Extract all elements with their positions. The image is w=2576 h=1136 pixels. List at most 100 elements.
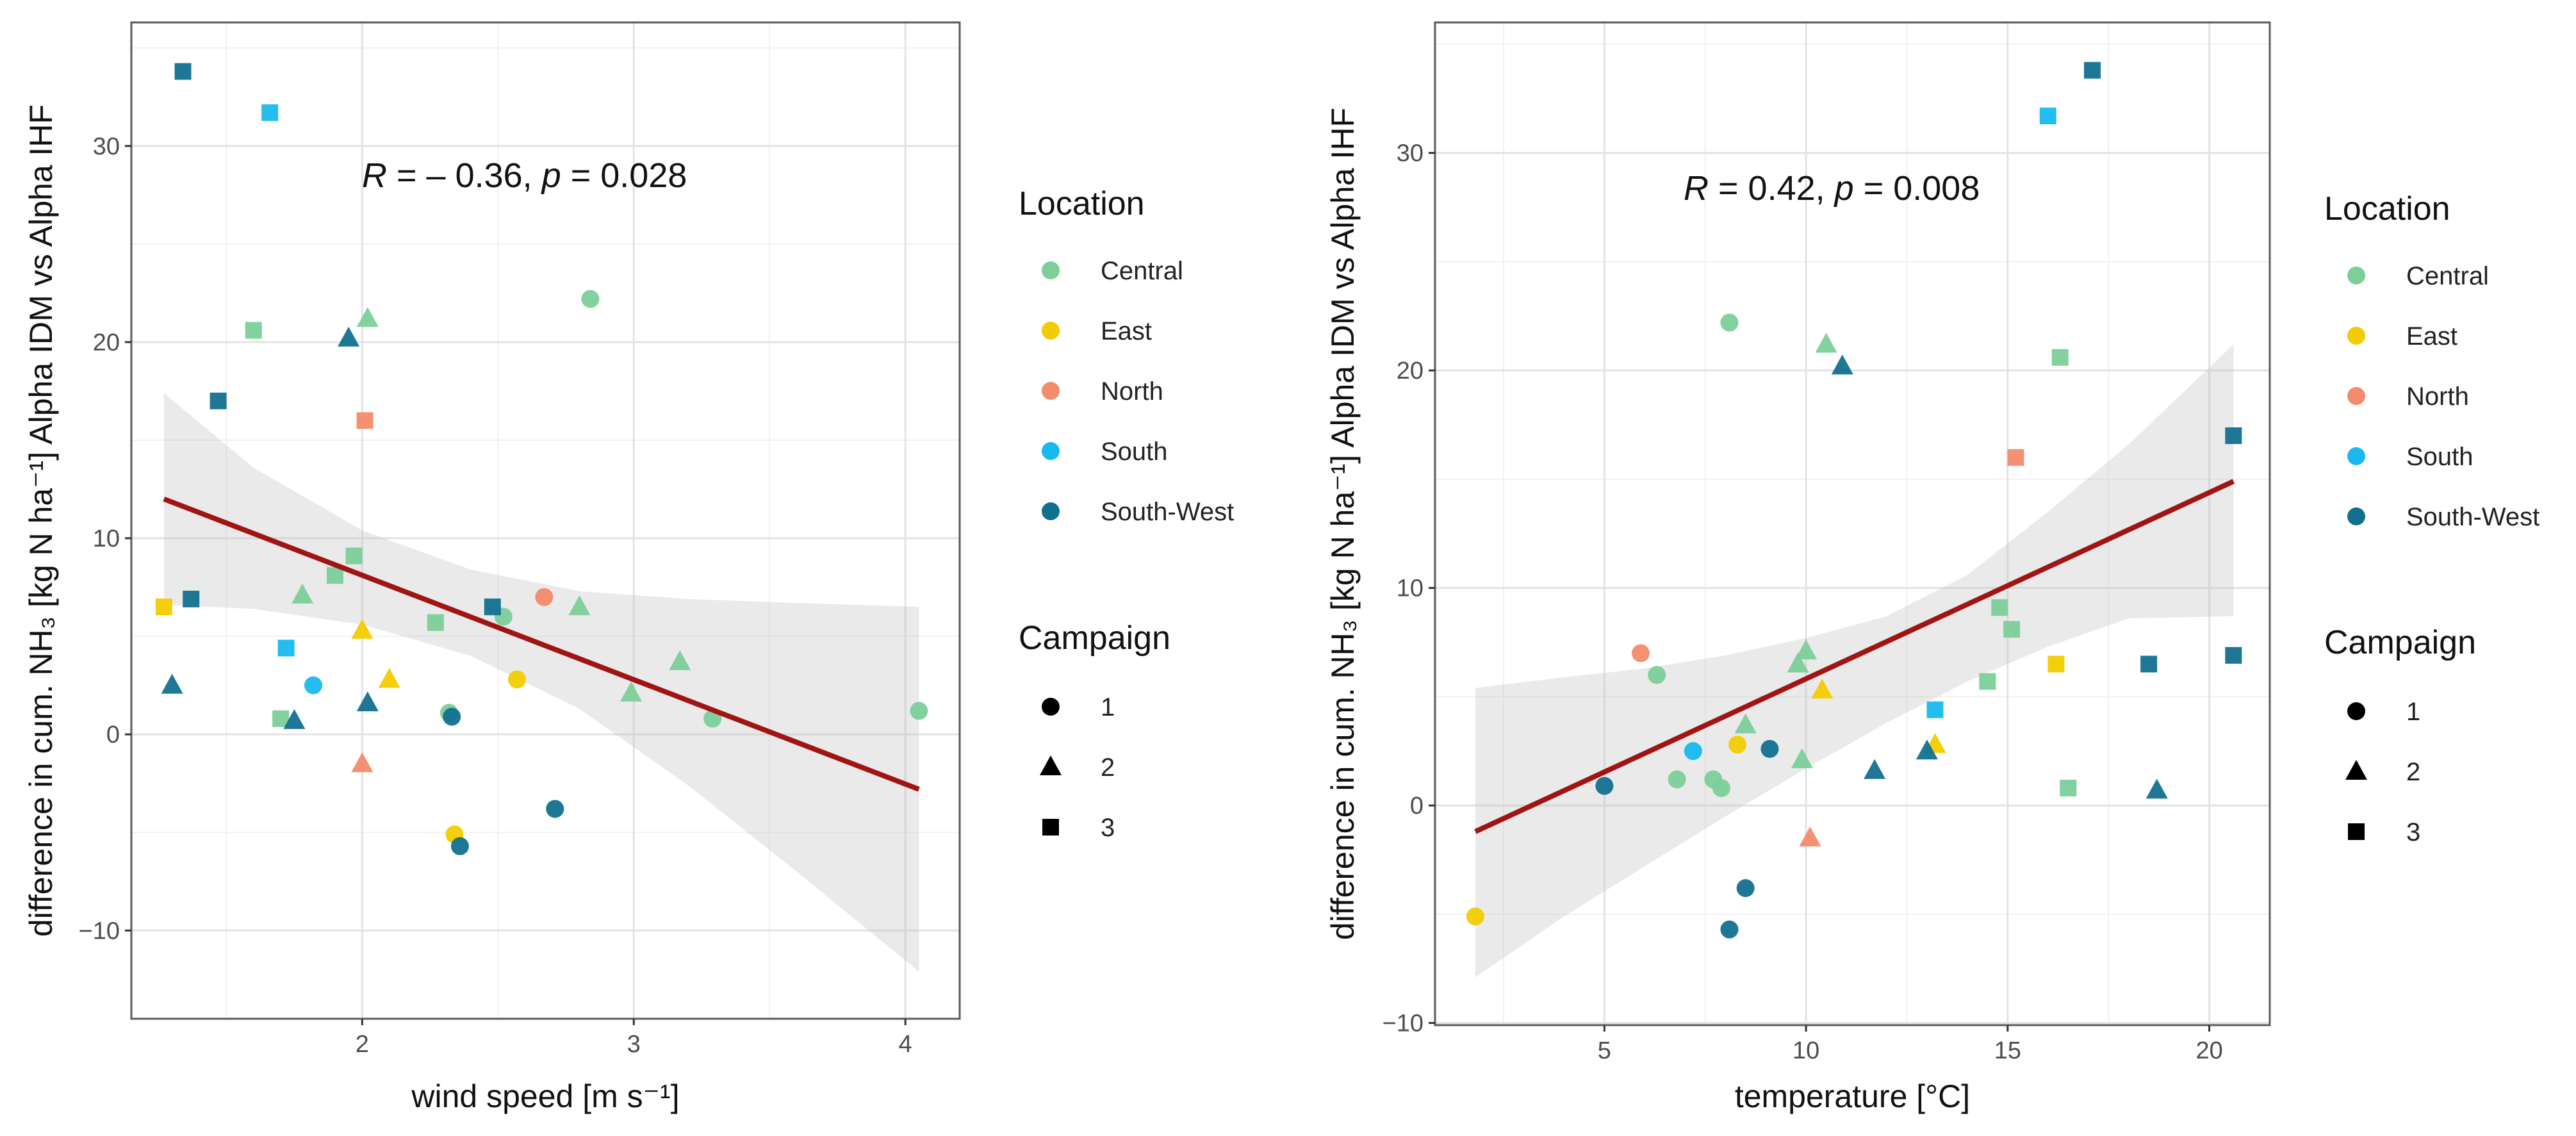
data-point-central-campaign-3 (245, 322, 262, 339)
data-point-central-campaign-3 (2060, 779, 2077, 796)
annotation-r-value: = 0.42, (1709, 169, 1835, 208)
data-point-east-campaign-3 (2047, 655, 2065, 673)
data-point-south-west-campaign-1 (1720, 920, 1739, 939)
data-point-south-west-campaign-2 (1831, 354, 1853, 375)
x-tick-label: 10 (1793, 1037, 1819, 1064)
data-point-south-campaign-3 (1926, 701, 1944, 718)
legend-swatch-east (1042, 322, 1060, 340)
annotation-p-label: p (1834, 169, 1854, 208)
plot-area (131, 22, 960, 1019)
x-tick-label: 2 (356, 1031, 369, 1058)
y-tick-label: 30 (1397, 140, 1423, 167)
data-point-south-west-campaign-3 (183, 590, 200, 607)
data-point-east-campaign-2 (351, 618, 373, 639)
legend-title-location: Location (2324, 190, 2450, 227)
data-point-north-campaign-3 (356, 412, 373, 429)
data-point-south-west-campaign-3 (2225, 646, 2242, 664)
data-point-south-west-campaign-3 (2140, 655, 2158, 673)
data-point-central-campaign-1 (910, 702, 928, 720)
data-point-central-campaign-2 (291, 583, 314, 604)
x-tick-label: 3 (627, 1031, 641, 1058)
annotation-p-value: = 0.028 (561, 156, 687, 195)
legend-shape-circle (2347, 702, 2365, 720)
legend-label-east: East (1101, 317, 1152, 345)
y-tick-label: 0 (106, 721, 120, 748)
data-point-south-west-campaign-1 (1760, 739, 1779, 758)
y-tick-label: 20 (1397, 358, 1423, 384)
x-axis-title: temperature [°C] (1735, 1078, 1970, 1114)
data-point-south-west-campaign-1 (1736, 879, 1755, 898)
data-point-central-campaign-3 (1991, 599, 2008, 616)
data-point-south-campaign-1 (1684, 742, 1702, 761)
legend-swatch-central (1042, 261, 1060, 279)
legend-label-campaign-1: 1 (1101, 693, 1115, 721)
data-point-central-campaign-3 (1979, 673, 1996, 690)
data-point-central-campaign-2 (620, 681, 643, 702)
data-point-east-campaign-2 (378, 668, 400, 688)
data-point-central-campaign-2 (568, 595, 591, 616)
legend-swatch-north (2347, 387, 2365, 405)
y-tick-label: 10 (93, 525, 120, 552)
y-tick-label: 30 (93, 133, 120, 160)
correlation-annotation: R = – 0.36, p = 0.028 (362, 156, 687, 195)
data-point-south-west-campaign-1 (546, 800, 564, 818)
plot-border (1434, 21, 2271, 1026)
legend-label-campaign-2: 2 (2406, 758, 2420, 786)
regression-line (163, 497, 920, 792)
correlation-annotation: R = 0.42, p = 0.008 (1684, 169, 1980, 208)
legend-swatch-south (1042, 442, 1060, 460)
data-point-south-west-campaign-1 (443, 707, 461, 726)
legend-1: Location Central East North South South-West C… (1019, 185, 1234, 842)
data-point-south-west-campaign-2 (283, 709, 306, 729)
legend-title-campaign: Campaign (1019, 620, 1170, 657)
data-point-central-campaign-2 (356, 307, 379, 327)
legend-label-campaign-3: 3 (1101, 814, 1115, 842)
data-point-east-campaign-1 (1728, 736, 1747, 754)
x-tick-label: 20 (2195, 1037, 2222, 1064)
annotation-p-value: = 0.008 (1854, 169, 1980, 208)
annotation-p-label: p (541, 156, 561, 195)
plot-border (130, 21, 961, 1020)
data-point-north-campaign-2 (351, 752, 373, 773)
legend-shape-triangle (1040, 755, 1062, 775)
legend-label-south: South (1101, 438, 1168, 466)
y-tick-label: 0 (1410, 793, 1423, 819)
annotation-r-label: R (362, 156, 387, 195)
legend-label-south: South (2406, 443, 2473, 471)
legend-swatch-north (1042, 382, 1060, 400)
legend-swatch-south-west (1042, 502, 1060, 520)
data-point-central-campaign-2 (1787, 652, 1809, 673)
legend-shape-square (1042, 819, 1059, 836)
y-tick-label: 10 (1397, 575, 1423, 602)
legend-label-north: North (2406, 383, 2469, 411)
data-point-central-campaign-3 (345, 547, 363, 564)
legend-label-south-west: South-West (2406, 503, 2539, 531)
legend-swatch-south (2347, 447, 2365, 465)
legend-swatch-east (2347, 327, 2365, 345)
data-point-north-campaign-2 (1799, 827, 1821, 847)
legend-shape-square (2348, 823, 2365, 840)
data-point-north-campaign-3 (2007, 449, 2024, 466)
data-point-south-west-campaign-2 (1916, 739, 1938, 760)
data-point-south-west-campaign-2 (2145, 778, 2168, 799)
data-point-south-west-campaign-3 (209, 392, 227, 409)
data-point-central-campaign-3 (326, 567, 343, 584)
legend-label-south-west: South-West (1101, 498, 1234, 526)
legend-label-north: North (1101, 377, 1163, 406)
legend-2: Location Central East North South South-West C… (2324, 190, 2539, 846)
plot-area (1435, 22, 2270, 1025)
data-point-east-campaign-3 (155, 598, 172, 616)
annotation-r-value: = – 0.36, (387, 156, 542, 195)
data-point-central-campaign-3 (2003, 621, 2021, 638)
data-point-central-campaign-1 (1668, 770, 1686, 789)
data-point-east-campaign-1 (1466, 907, 1484, 926)
y-tick-label: −10 (1382, 1010, 1423, 1037)
regression-line (1474, 479, 2235, 834)
y-axis-title: difference in cum. NH₃ [kg N ha⁻¹] Alpha… (1325, 108, 1361, 940)
legend-swatch-south-west (2347, 507, 2365, 525)
data-point-south-west-campaign-1 (450, 837, 469, 855)
x-tick-label: 4 (899, 1031, 912, 1058)
data-point-central-campaign-1 (1648, 666, 1666, 684)
legend-label-east: East (2406, 322, 2457, 350)
data-point-south-west-campaign-2 (338, 326, 360, 347)
